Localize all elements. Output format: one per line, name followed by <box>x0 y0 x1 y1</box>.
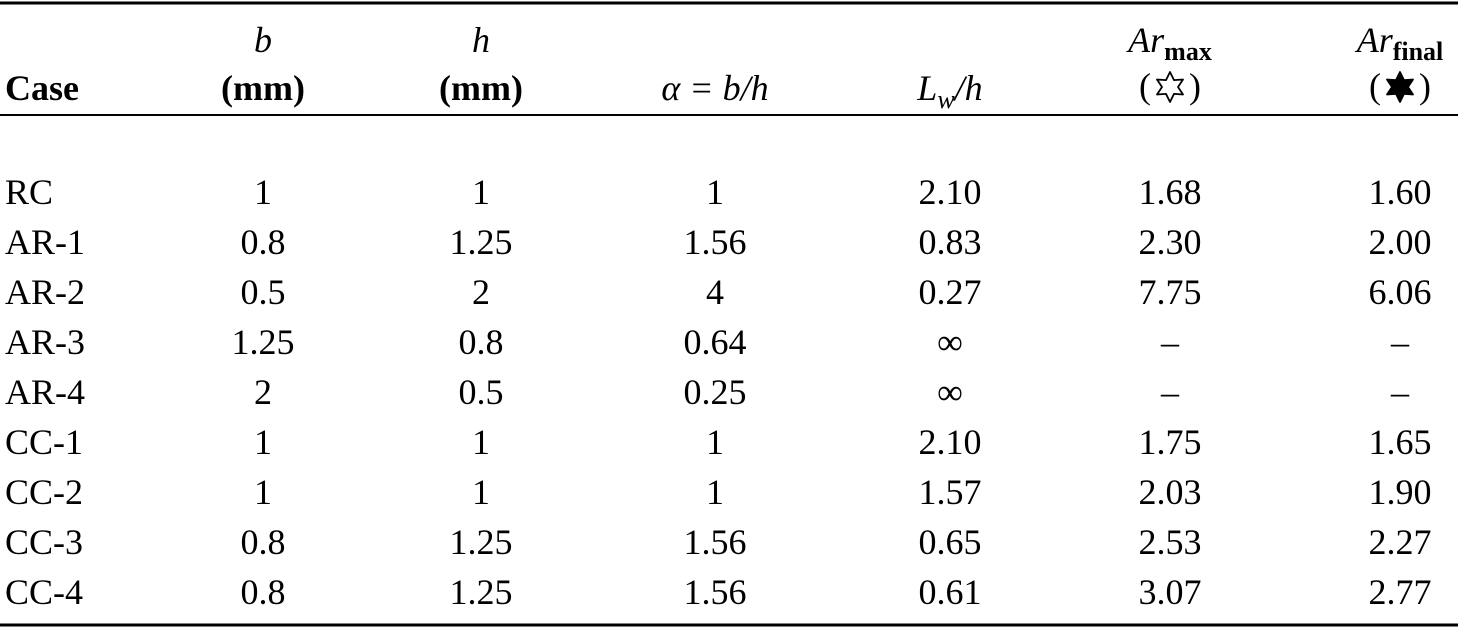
table-cell: 7.75 <box>1139 272 1202 312</box>
header-subscript: w <box>937 85 955 114</box>
table-cell: 1.57 <box>919 472 982 512</box>
table-cell: 1.25 <box>450 572 513 612</box>
table-cell: RC <box>5 172 53 212</box>
table-cell: 1 <box>254 472 272 512</box>
header-cell: Arfinal <box>1355 20 1444 66</box>
header-symbol: L <box>916 68 937 108</box>
table-cell: 1 <box>706 172 724 212</box>
table-cell: AR-1 <box>5 222 85 262</box>
header-cell: b <box>254 20 272 60</box>
table-cell: 2.03 <box>1139 472 1202 512</box>
table-cell: 1.25 <box>232 322 295 362</box>
table-cell: 0.8 <box>459 322 504 362</box>
table-cell: 0.64 <box>684 322 747 362</box>
table-cell: 1 <box>254 172 272 212</box>
table-cell: 2.53 <box>1139 522 1202 562</box>
table-cell: CC-1 <box>5 422 83 462</box>
table-cell: 0.5 <box>241 272 286 312</box>
table-cell: 0.27 <box>919 272 982 312</box>
header-symbol: Ar <box>1355 20 1394 60</box>
table-cell: 1.60 <box>1369 172 1432 212</box>
header-paren: ( <box>1139 66 1151 106</box>
table-cell: 2 <box>254 372 272 412</box>
table-cell: – <box>1160 322 1180 362</box>
header-symbol: Ar <box>1126 20 1165 60</box>
table-cell: 1.25 <box>450 222 513 262</box>
table-cell: – <box>1160 372 1180 412</box>
table-cell: 1 <box>706 472 724 512</box>
table-cell: CC-3 <box>5 522 83 562</box>
table-cell: 0.8 <box>241 222 286 262</box>
table-cell: 0.83 <box>919 222 982 262</box>
table-cell: CC-2 <box>5 472 83 512</box>
table-cell: 2 <box>472 272 490 312</box>
filled-star-icon <box>1386 71 1414 103</box>
header-paren: ) <box>1189 66 1201 106</box>
table-cell: 1.25 <box>450 522 513 562</box>
table-cell: 0.8 <box>241 572 286 612</box>
header-rest: /h <box>953 68 983 108</box>
table-cell: 1 <box>254 422 272 462</box>
table-cell: 1 <box>472 472 490 512</box>
table-cell: 1.68 <box>1139 172 1202 212</box>
header-cell: h <box>472 20 490 60</box>
table-cell: 4 <box>706 272 724 312</box>
header-cell: α = b/h <box>661 68 768 108</box>
table-cell: AR-3 <box>5 322 85 362</box>
open-star-icon <box>1156 71 1184 103</box>
table-cell: AR-2 <box>5 272 85 312</box>
header-subscript: max <box>1164 37 1212 66</box>
header-cell: (mm) <box>221 68 305 108</box>
table-cell: 0.65 <box>919 522 982 562</box>
table-cell: – <box>1390 322 1410 362</box>
table-cell: 2.00 <box>1369 222 1432 262</box>
table-cell: 0.5 <box>459 372 504 412</box>
table-cell: 2.10 <box>919 422 982 462</box>
table-cell: 2.27 <box>1369 522 1432 562</box>
table-cell: 0.61 <box>919 572 982 612</box>
header-paren: ) <box>1419 66 1431 106</box>
table-cell: AR-4 <box>5 372 85 412</box>
table-cell: ∞ <box>937 372 963 412</box>
table-cell: 2.10 <box>919 172 982 212</box>
header-cell: Lw/h <box>916 68 982 114</box>
header-subscript: final <box>1393 37 1444 66</box>
table-cell: 1.56 <box>684 572 747 612</box>
table-cell: 1.56 <box>684 522 747 562</box>
table-cell: 1.56 <box>684 222 747 262</box>
table-cell: 0.8 <box>241 522 286 562</box>
table-cell: 2.77 <box>1369 572 1432 612</box>
table-cell: ∞ <box>937 322 963 362</box>
header-cell: (mm) <box>439 68 523 108</box>
header-cell: Case <box>5 68 79 108</box>
table-cell: 1 <box>472 172 490 212</box>
table-cell: CC-4 <box>5 572 83 612</box>
header-paren: ( <box>1369 66 1381 106</box>
table-cell: 1.65 <box>1369 422 1432 462</box>
table-cell: 1.75 <box>1139 422 1202 462</box>
table-cell: 1.90 <box>1369 472 1432 512</box>
table-cell: 0.25 <box>684 372 747 412</box>
table-cell: 2.30 <box>1139 222 1202 262</box>
table-cell: 1 <box>706 422 724 462</box>
table-cell: 6.06 <box>1369 272 1432 312</box>
table-cell: – <box>1390 372 1410 412</box>
header-cell: Armax <box>1126 20 1212 66</box>
table-cell: 1 <box>472 422 490 462</box>
table-cell: 3.07 <box>1139 572 1202 612</box>
